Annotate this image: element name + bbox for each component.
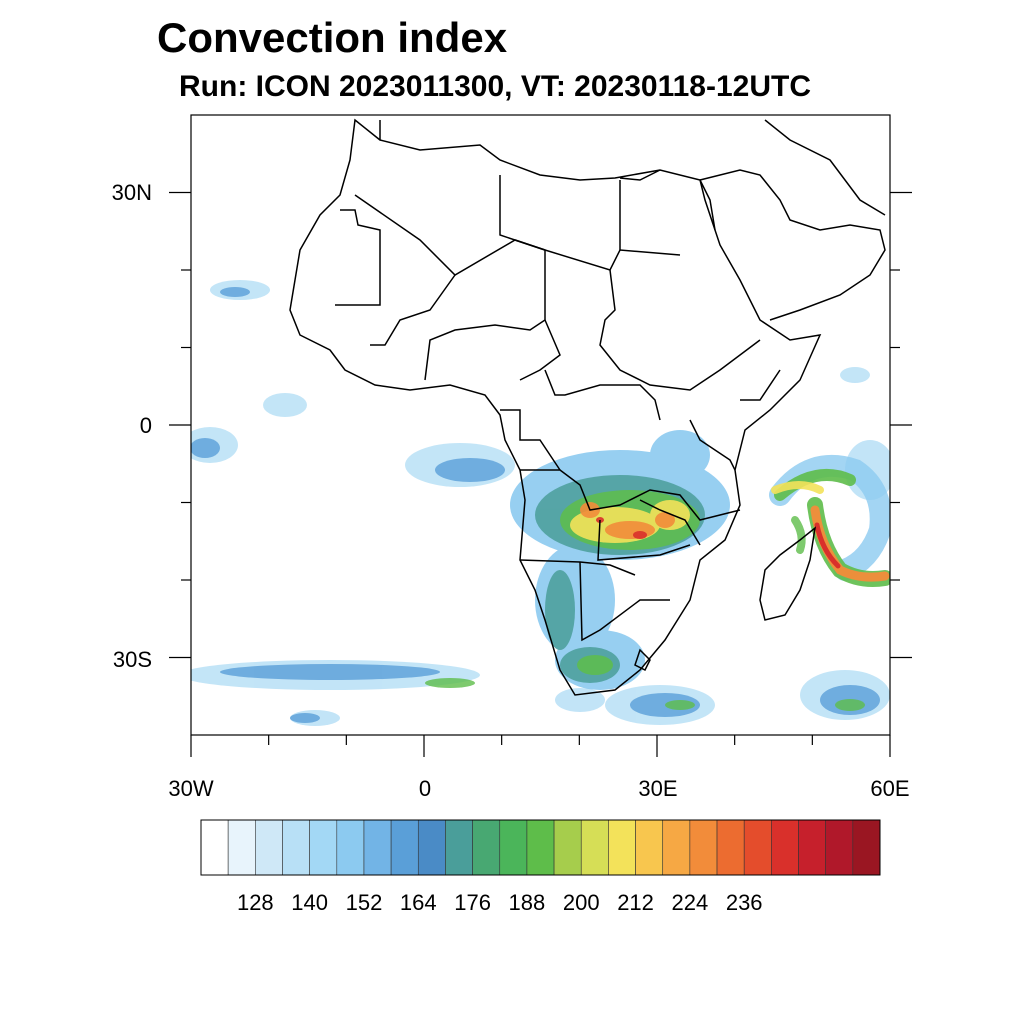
colorbar-tick-label: 164 — [399, 890, 437, 915]
colorbar-tick-label: 140 — [291, 890, 328, 915]
colorbar-swatch — [363, 819, 392, 876]
colorbar-tick-label: 176 — [454, 890, 491, 915]
colorbar-tick-label: 236 — [725, 890, 763, 915]
colorbar-swatch — [200, 819, 229, 876]
colorbar-swatch — [255, 819, 283, 876]
colorbar-swatch — [390, 819, 419, 876]
colorbar-swatch — [227, 819, 256, 876]
colorbar-swatch — [472, 819, 501, 876]
colorbar-tick-label: 128 — [236, 890, 274, 915]
lon-label-60e: 60E — [870, 776, 910, 801]
colorbar-swatch — [743, 819, 772, 876]
colorbar-swatch — [417, 819, 446, 876]
lon-label-0: 0 — [418, 776, 432, 801]
colorbar-swatch — [608, 819, 636, 876]
lat-label-30s: 30S — [112, 647, 152, 672]
colorbar-swatch — [553, 819, 582, 876]
lon-label-30e: 30E — [638, 776, 678, 801]
colorbar-tick-label: 212 — [617, 890, 654, 915]
colorbar-swatch — [662, 819, 691, 876]
colorbar-swatch — [635, 819, 664, 876]
colorbar-swatch — [716, 819, 745, 876]
colorbar-tick-label: 200 — [562, 890, 600, 915]
colorbar-swatch — [336, 819, 365, 876]
colorbar-tick-label: 152 — [345, 890, 383, 915]
colorbar-swatch — [689, 819, 718, 876]
colorbar-swatch — [825, 819, 854, 876]
colorbar-swatch — [282, 819, 310, 876]
colorbar-swatch — [499, 819, 528, 876]
colorbar-swatch — [309, 819, 338, 876]
chart-subtitle: Run: ICON 2023011300, VT: 20230118-12UTC — [179, 70, 812, 103]
colorbar-swatch — [445, 819, 473, 876]
chart-title: Convection index — [157, 14, 508, 61]
colorbar-swatch — [526, 819, 555, 876]
lon-label-30w: 30W — [168, 776, 214, 801]
colorbar-tick-label: 188 — [508, 890, 546, 915]
colorbar-tick-label: 224 — [671, 890, 709, 915]
colorbar — [200, 819, 881, 876]
map-frame — [190, 114, 891, 736]
coastlines-borders — [289, 118, 886, 696]
colorbar-swatch — [771, 819, 799, 876]
lat-label-30n: 30N — [111, 180, 152, 205]
colorbar-swatch — [852, 819, 881, 876]
convection-field — [191, 280, 890, 726]
axis-ticks — [169, 191, 912, 757]
colorbar-swatch — [798, 819, 826, 876]
lat-label-0: 0 — [139, 413, 152, 438]
colorbar-swatch — [580, 819, 609, 876]
colorbar-outline — [200, 819, 881, 876]
